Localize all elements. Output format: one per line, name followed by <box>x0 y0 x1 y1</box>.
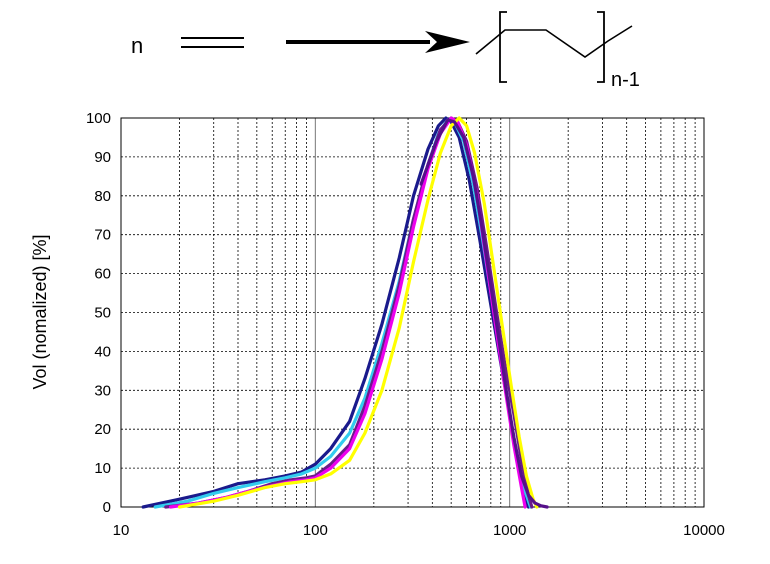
y-tick-label: 100 <box>86 110 111 127</box>
y-tick-label: 50 <box>94 305 111 322</box>
x-tick-labels: 10 100 1000 10000 <box>113 522 725 539</box>
y-axis-label: Vol (nomalized) [%] <box>30 234 50 389</box>
series-line-dark-purple <box>419 118 549 509</box>
y-tick-label: 60 <box>94 266 111 283</box>
reaction-scheme: n n-1 <box>131 11 640 91</box>
x-tick-label: 1000 <box>493 522 526 539</box>
y-tick-label: 30 <box>94 382 111 399</box>
y-tick-labels: 0 10 20 30 40 50 60 70 80 90 100 <box>86 110 111 516</box>
ethylene-double-bond-icon <box>181 37 244 48</box>
y-tick-label: 20 <box>94 421 111 438</box>
series-line-yellow <box>177 116 539 509</box>
y-tick-label: 0 <box>103 499 111 516</box>
series-line-purple <box>164 116 534 509</box>
y-tick-label: 70 <box>94 227 111 244</box>
y-tick-label: 40 <box>94 343 111 360</box>
repeat-unit-subscript: n-1 <box>611 69 640 91</box>
x-tick-label: 10000 <box>683 522 725 539</box>
y-tick-label: 10 <box>94 460 111 477</box>
y-tick-label: 80 <box>94 188 111 205</box>
reaction-coefficient: n <box>131 33 143 58</box>
x-tick-label: 100 <box>303 522 328 539</box>
plot-frame <box>120 117 705 508</box>
x-tick-label: 10 <box>113 522 130 539</box>
grid <box>121 118 704 507</box>
polyethylene-repeat-unit-icon <box>475 11 633 83</box>
series-layer <box>141 116 549 509</box>
reaction-arrow-icon <box>286 31 470 53</box>
y-tick-label: 90 <box>94 149 111 166</box>
